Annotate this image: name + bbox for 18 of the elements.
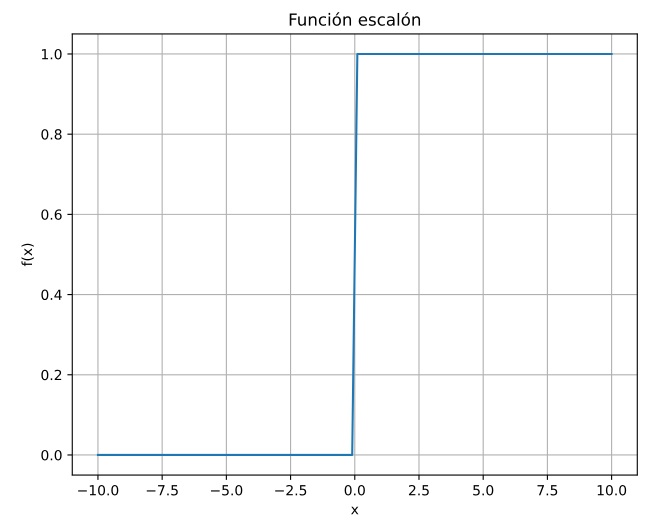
chart-title: Función escalón	[290, 12, 420, 26]
x-tick-label: −2.5	[275, 484, 306, 496]
x-axis-title: x	[351, 506, 358, 514]
x-tick-label: 10.0	[598, 484, 626, 496]
x-tick-label: 5.0	[473, 484, 494, 496]
y-tick-label: 0.8	[41, 129, 62, 140]
y-axis-title: f(x)	[21, 244, 34, 266]
x-tick-label: 0.0	[344, 484, 365, 496]
x-tick-label: −10.0	[78, 484, 118, 496]
y-tick-label: 0.6	[41, 209, 62, 220]
x-tick-label: −7.5	[146, 485, 178, 496]
x-tick-label: −5.0	[210, 484, 242, 496]
y-tick-label: 0.0	[41, 450, 62, 460]
y-tick-label: 0.4	[41, 290, 62, 300]
x-tick-label: 2.5	[408, 484, 429, 496]
y-tick-label: 0.2	[41, 370, 62, 380]
y-tick-label: 1.0	[42, 48, 62, 60]
x-tick-label: 7.5	[537, 485, 558, 496]
